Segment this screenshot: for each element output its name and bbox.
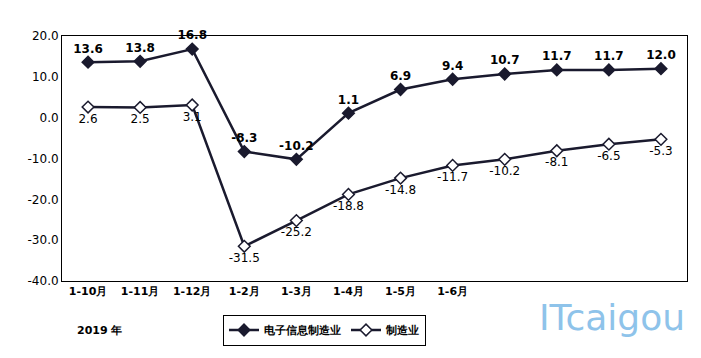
svg-text:10.7: 10.7 [490,53,520,67]
svg-text:1-11月: 1-11月 [121,285,160,298]
svg-text:-25.2: -25.2 [281,225,312,239]
svg-text:-10.2: -10.2 [279,139,314,153]
svg-text:-18.8: -18.8 [333,199,364,213]
svg-text:-20.0: -20.0 [28,193,59,207]
svg-text:-8.3: -8.3 [231,131,257,145]
svg-text:13.6: 13.6 [73,42,103,56]
svg-text:11.7: 11.7 [542,49,572,63]
svg-text:1-10月: 1-10月 [69,285,108,298]
svg-text:-6.5: -6.5 [597,149,620,163]
svg-text:-8.1: -8.1 [545,155,568,169]
svg-text:-11.7: -11.7 [437,170,468,184]
svg-text:-14.8: -14.8 [385,183,416,197]
svg-text:1-4月: 1-4月 [333,285,364,298]
svg-text:12.0: 12.0 [646,48,676,62]
svg-text:16.8: 16.8 [177,28,207,42]
svg-text:-31.5: -31.5 [229,251,260,265]
svg-text:1-12月: 1-12月 [173,285,212,298]
svg-text:电子信息制造业: 电子信息制造业 [264,324,341,337]
svg-text:20.0: 20.0 [32,29,59,43]
svg-text:-40.0: -40.0 [28,274,59,288]
svg-text:3.1: 3.1 [183,110,202,124]
svg-text:-5.3: -5.3 [649,144,672,158]
svg-text:0.0: 0.0 [40,111,59,125]
svg-text:13.8: 13.8 [125,41,155,55]
svg-text:9.4: 9.4 [442,59,463,73]
svg-text:-10.0: -10.0 [28,152,59,166]
svg-text:-10.2: -10.2 [489,164,520,178]
svg-text:1-5月: 1-5月 [385,285,416,298]
svg-text:ITcaigou: ITcaigou [539,297,685,338]
svg-text:2.6: 2.6 [78,112,97,126]
svg-text:制造业: 制造业 [385,324,419,337]
svg-text:6.9: 6.9 [390,69,411,83]
svg-text:-30.0: -30.0 [28,233,59,247]
svg-text:1-6月: 1-6月 [437,285,468,298]
svg-text:1.1: 1.1 [338,93,359,107]
svg-text:2.5: 2.5 [131,112,150,126]
svg-text:1-2月: 1-2月 [229,285,260,298]
svg-text:1-3月: 1-3月 [281,285,312,298]
svg-text:11.7: 11.7 [594,49,624,63]
svg-text:10.0: 10.0 [32,70,59,84]
svg-text:2019 年: 2019 年 [77,324,122,337]
